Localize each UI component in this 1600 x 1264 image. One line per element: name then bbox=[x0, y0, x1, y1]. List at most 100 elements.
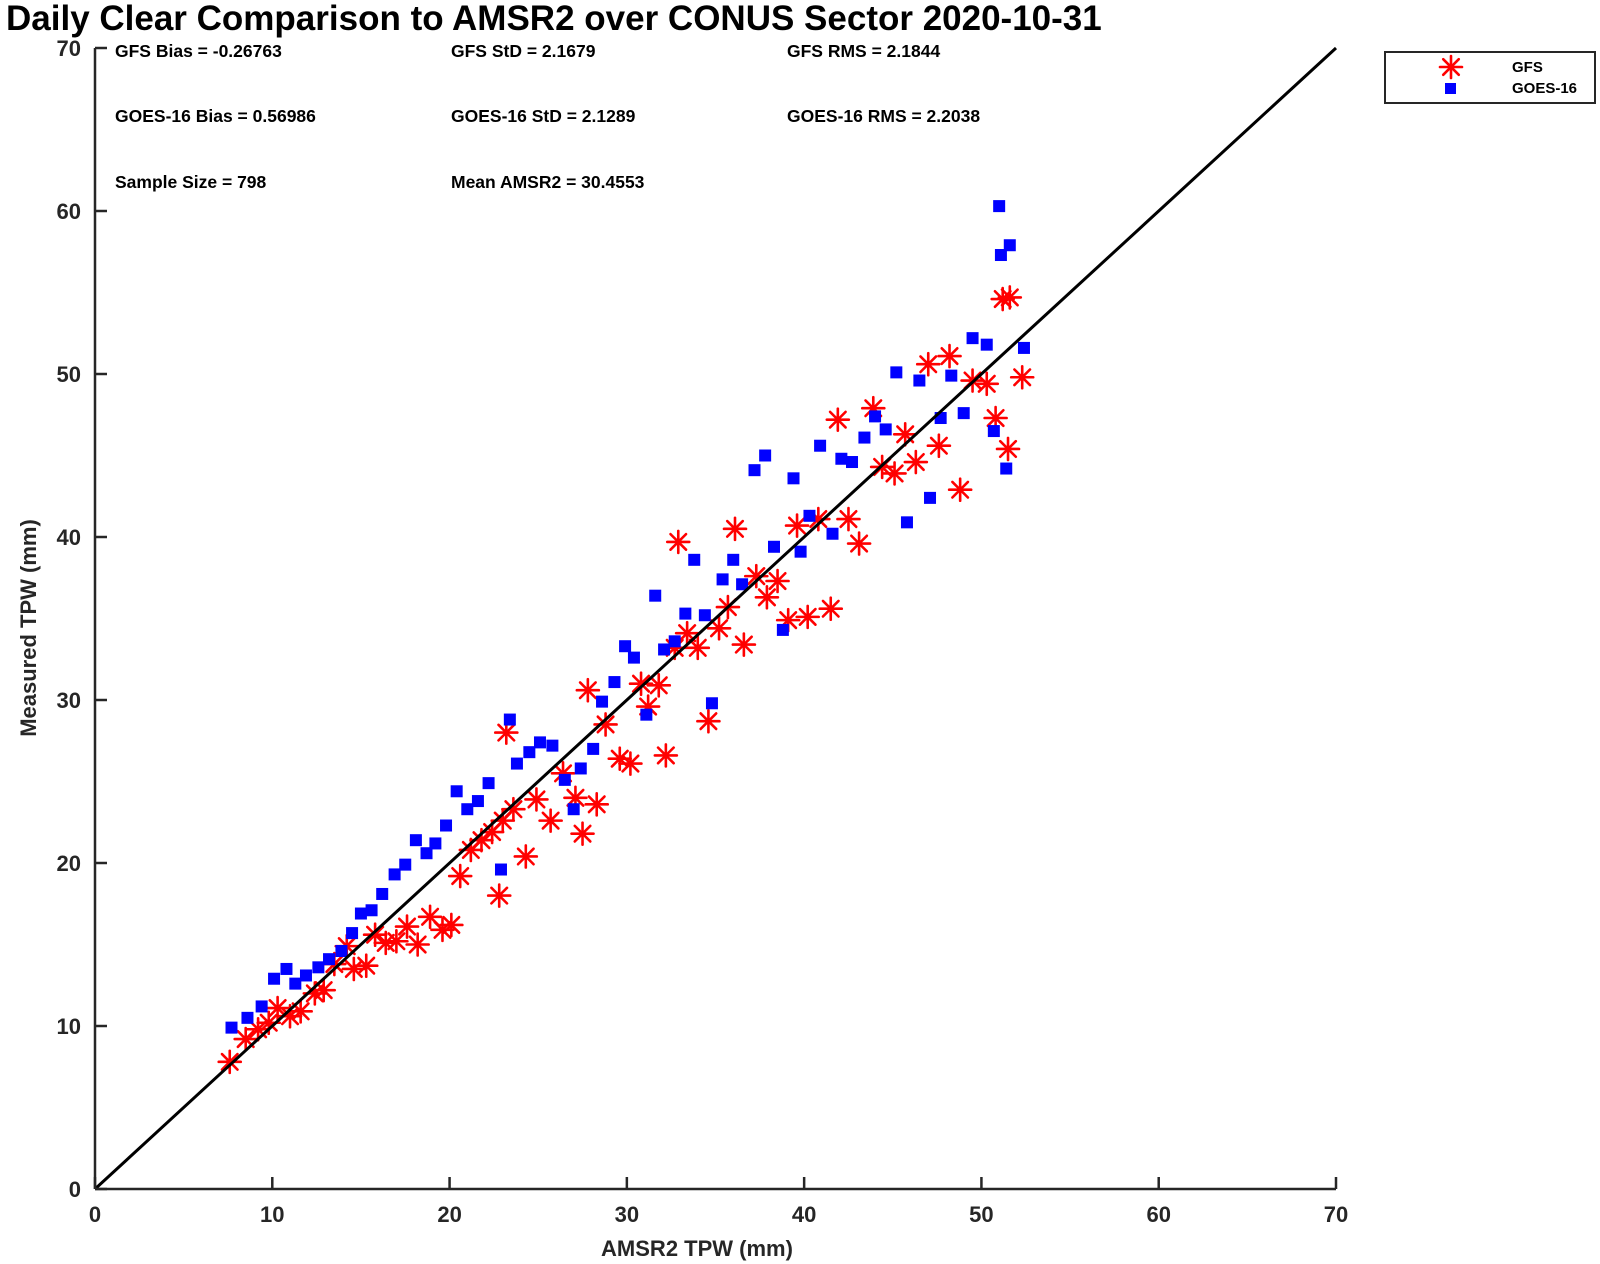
goes-16-point bbox=[835, 452, 848, 465]
gfs-point bbox=[233, 1026, 258, 1052]
gfs-point bbox=[784, 513, 810, 538]
gfs-point bbox=[665, 529, 691, 555]
stat-mean-amsr2: Mean AMSR2 = 30.4553 bbox=[451, 172, 645, 192]
goes-16-point bbox=[450, 785, 463, 798]
goes-16-point bbox=[409, 834, 422, 847]
axes: 0 10 20 30 40 50 60 70 0 10 20 30 40 50 60 70 bbox=[57, 36, 1349, 1227]
goes-16-point bbox=[523, 746, 536, 759]
gfs-point bbox=[836, 506, 861, 532]
goes-16-point bbox=[640, 708, 653, 721]
x-tick-label: 50 bbox=[969, 1202, 993, 1227]
goes-16-point bbox=[966, 332, 979, 345]
data-points bbox=[217, 200, 1035, 1075]
goes-16-point bbox=[803, 509, 816, 522]
chart-title: Daily Clear Comparison to AMSR2 over CON… bbox=[6, 0, 1102, 38]
legend-gfs-label: GFS bbox=[1512, 59, 1543, 76]
goes-16-point bbox=[913, 374, 926, 387]
goes-16-point bbox=[482, 777, 495, 790]
gfs-point bbox=[584, 792, 610, 817]
gfs-point bbox=[405, 932, 430, 957]
goes-16-point bbox=[980, 338, 993, 351]
goes-16-point bbox=[846, 456, 859, 469]
y-tick-label: 10 bbox=[57, 1014, 81, 1039]
y-tick-label: 40 bbox=[57, 525, 81, 550]
gfs-point bbox=[846, 531, 872, 556]
y-axis-label: Measured TPW (mm) bbox=[16, 519, 41, 737]
gfs-point bbox=[486, 883, 512, 908]
gfs-point bbox=[653, 743, 679, 768]
gfs-point bbox=[731, 632, 757, 657]
gfs-point bbox=[439, 912, 464, 938]
goes-16-point bbox=[558, 773, 571, 786]
gfs-point bbox=[1009, 364, 1035, 390]
goes-16-point bbox=[869, 410, 882, 423]
gfs-point bbox=[997, 285, 1023, 310]
legend-box bbox=[1384, 51, 1596, 104]
goes-16-point bbox=[1000, 462, 1013, 475]
y-tick-label: 50 bbox=[57, 362, 81, 387]
goes-16-point bbox=[716, 573, 729, 586]
gfs-point bbox=[447, 863, 473, 889]
gfs-legend-asterisk bbox=[1438, 54, 1464, 80]
gfs-point bbox=[524, 787, 549, 812]
gfs-point bbox=[570, 821, 595, 846]
stat-goes-rms: GOES-16 RMS = 2.2038 bbox=[787, 106, 980, 126]
gfs-point bbox=[722, 516, 748, 542]
y-tick-label: 70 bbox=[57, 36, 81, 61]
goes-16-point bbox=[668, 635, 681, 648]
goes-16-point bbox=[890, 366, 903, 379]
goes-16-point bbox=[280, 962, 293, 975]
goes-16-point bbox=[567, 803, 580, 816]
goes-16-point bbox=[533, 736, 546, 749]
goes-16-point bbox=[679, 607, 692, 620]
goes-16-point bbox=[794, 545, 807, 558]
gfs-point bbox=[947, 477, 973, 503]
gfs-point bbox=[765, 568, 790, 594]
goes-16-point bbox=[255, 1000, 268, 1013]
goes-16-point bbox=[503, 713, 516, 726]
goes-16-point bbox=[736, 578, 749, 591]
gfs-point bbox=[795, 604, 820, 630]
goes-16-point bbox=[987, 425, 1000, 438]
gfs-point bbox=[825, 407, 851, 432]
gfs-point bbox=[937, 343, 962, 369]
goes-16-point bbox=[619, 640, 632, 653]
goes-16-point bbox=[365, 904, 378, 917]
goes-16-point bbox=[826, 527, 839, 540]
goes-16-point bbox=[879, 423, 892, 436]
gfs-point bbox=[926, 433, 952, 459]
stat-gfs-bias: GFS Bias = -0.26763 bbox=[115, 41, 282, 61]
goes-16-point bbox=[787, 472, 800, 485]
y-tick-label: 20 bbox=[57, 851, 81, 876]
goes-16-point bbox=[225, 1021, 238, 1034]
x-tick-label: 20 bbox=[437, 1202, 461, 1227]
y-tick-label: 60 bbox=[57, 199, 81, 224]
gfs-point bbox=[384, 928, 409, 954]
goes-16-point bbox=[993, 200, 1006, 213]
gfs-point bbox=[818, 596, 844, 622]
goes-16-point bbox=[768, 540, 781, 553]
gfs-point bbox=[593, 712, 618, 737]
legend-gfs-marker bbox=[1438, 54, 1464, 80]
goes-16-point bbox=[494, 863, 507, 876]
gfs-point bbox=[217, 1049, 243, 1075]
goes-16-point bbox=[688, 553, 701, 566]
y-tick-label: 30 bbox=[57, 688, 81, 713]
gfs-point bbox=[706, 615, 732, 641]
legend: GFS GOES-16 bbox=[1384, 51, 1596, 104]
gfs-point bbox=[983, 405, 1008, 431]
gfs-point bbox=[288, 999, 313, 1024]
goes-16-point bbox=[289, 977, 302, 990]
goes-16-point bbox=[658, 643, 671, 656]
gfs-point bbox=[696, 708, 721, 734]
x-tick-label: 30 bbox=[615, 1202, 639, 1227]
goes-16-point bbox=[627, 651, 640, 664]
goes-16-point bbox=[429, 837, 442, 850]
stat-gfs-std: GFS StD = 2.1679 bbox=[451, 41, 596, 61]
goes-16-point bbox=[776, 623, 789, 636]
gfs-point bbox=[265, 995, 290, 1021]
goes-16-point bbox=[323, 953, 336, 966]
goes-16-point bbox=[649, 589, 662, 602]
goes-16-point bbox=[1017, 341, 1030, 354]
goes-16-point bbox=[705, 697, 718, 710]
